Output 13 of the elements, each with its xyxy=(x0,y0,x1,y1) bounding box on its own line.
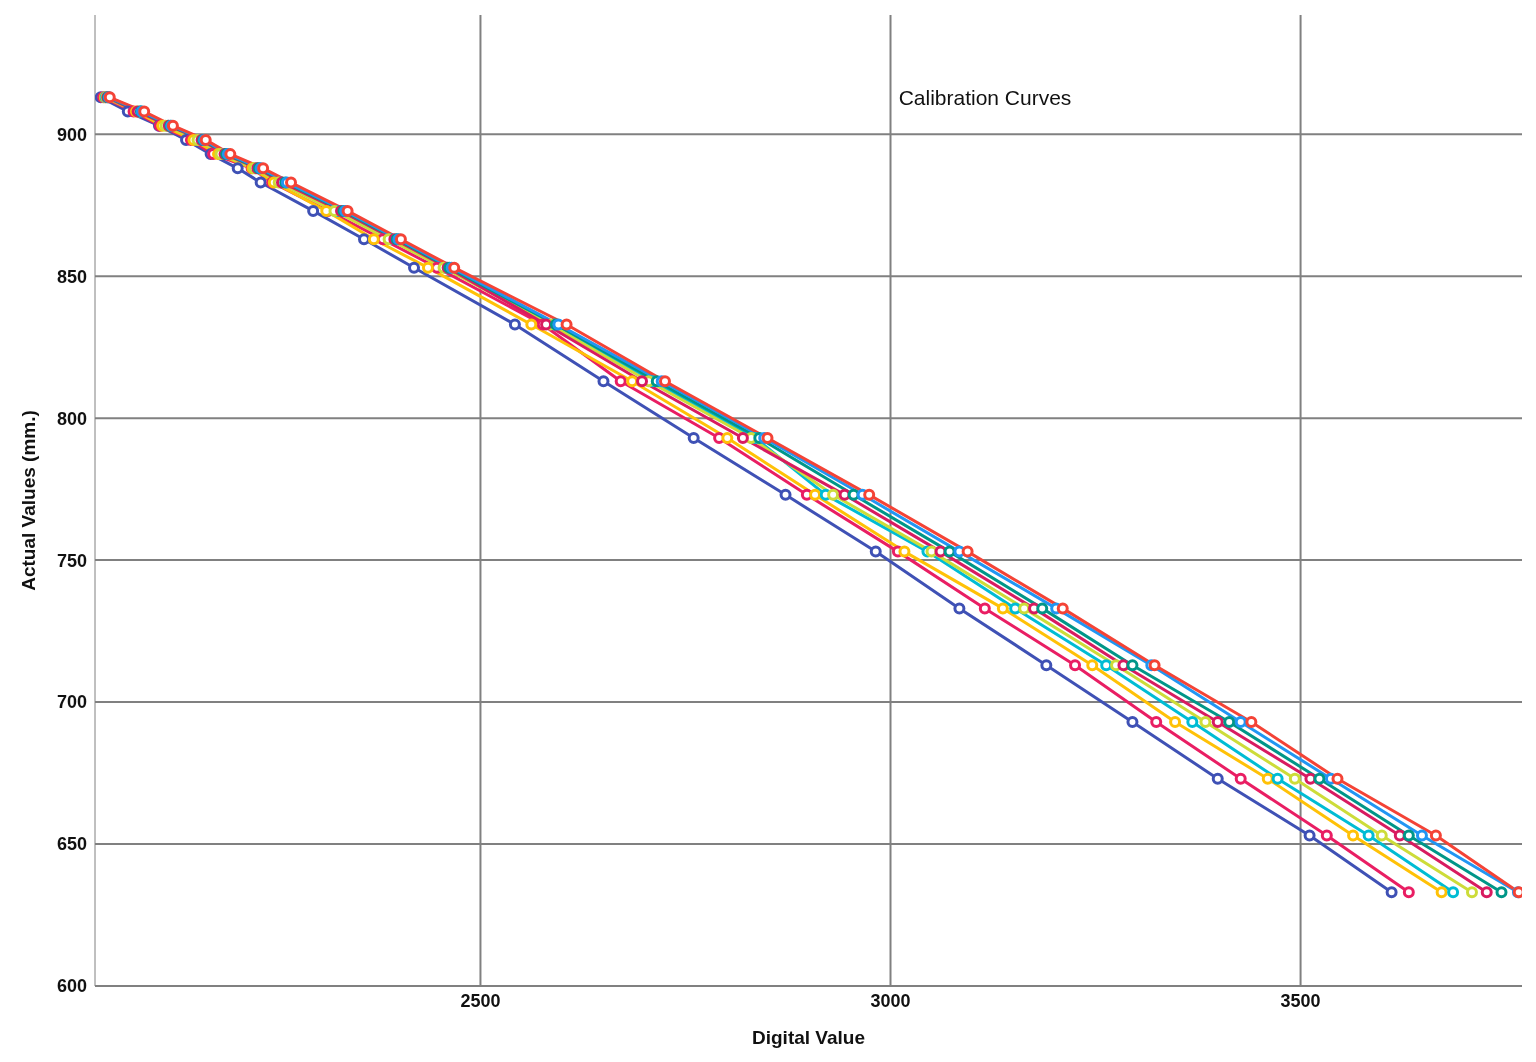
x-tick-label: 2500 xyxy=(460,990,501,1011)
y-axis-title: Actual Values (mm.) xyxy=(17,410,39,591)
y-tick-label: 700 xyxy=(56,692,87,713)
y-tick-label: 850 xyxy=(56,266,87,287)
y-tick-label: 750 xyxy=(56,550,87,571)
text: Calibration Curves xyxy=(897,86,1073,110)
y-tick-label: 600 xyxy=(56,976,87,997)
x-tick-label: 3500 xyxy=(1280,990,1321,1011)
y-tick-label: 900 xyxy=(56,124,87,145)
y-tick-label: 800 xyxy=(56,408,87,429)
x-axis-title: Digital Value xyxy=(752,1027,865,1048)
x-tick-label: 3000 xyxy=(870,990,911,1011)
y-tick-label: 650 xyxy=(56,834,87,855)
